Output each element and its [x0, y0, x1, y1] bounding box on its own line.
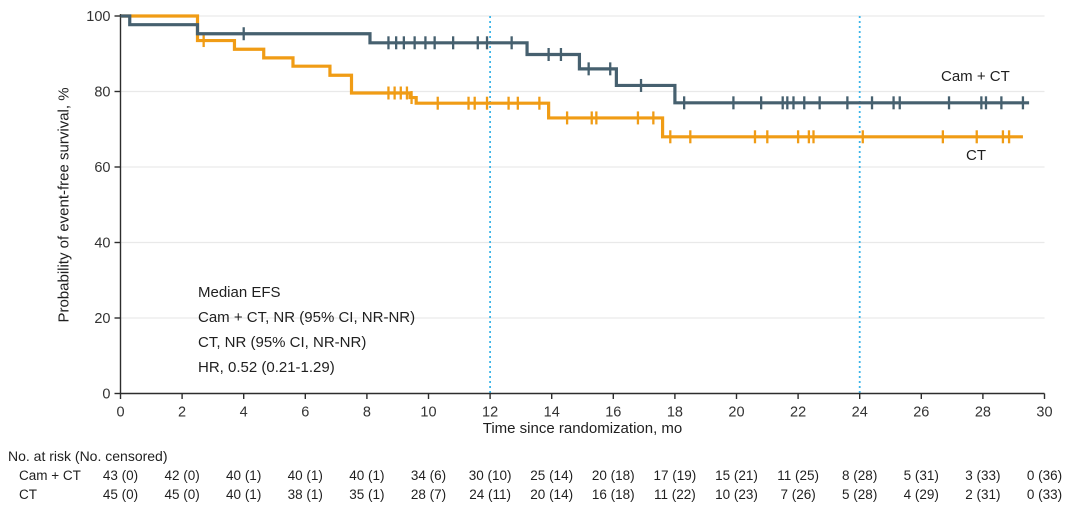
annotation-cam-ct: Cam + CT, NR (95% CI, NR-NR) — [198, 309, 416, 326]
cam-ct-censor-marks — [242, 27, 1025, 110]
x-tick-label: 22 — [790, 405, 806, 421]
series-cam-ct — [120, 14, 1030, 110]
risk-value: 38 (1) — [287, 486, 323, 502]
risk-row-label: CT — [19, 486, 37, 502]
ct-censor-marks — [202, 34, 1011, 144]
x-axis-label: Time since randomization, mo — [482, 420, 683, 437]
risk-value: 35 (1) — [349, 486, 385, 502]
risk-value: 17 (19) — [653, 468, 697, 483]
y-axis-label: Probability of event-free survival, % — [55, 87, 73, 323]
annotation-ct: CT, NR (95% CI, NR-NR) — [198, 334, 367, 351]
x-tick-label: 18 — [667, 405, 683, 421]
y-tick-label: 0 — [102, 387, 110, 403]
cam-ct-curve — [120, 14, 1030, 105]
risk-value: 43 (0) — [102, 468, 139, 483]
y-tick-label: 100 — [86, 9, 110, 25]
x-tick-label: 28 — [975, 405, 991, 421]
risk-value: 4 (29) — [903, 486, 939, 502]
risk-value: 28 (7) — [410, 486, 447, 502]
x-axis-ticks: 0 2 4 6 8 10 12 14 16 18 20 22 24 26 28 30 — [116, 393, 1053, 421]
x-tick-label: 2 — [178, 405, 186, 421]
risk-value: 2 (31) — [965, 486, 1001, 502]
y-tick-label: 20 — [94, 311, 110, 327]
x-tick-label: 0 — [116, 405, 124, 421]
risk-value: 3 (33) — [965, 468, 1001, 483]
risk-value: 40 (1) — [349, 468, 385, 483]
x-tick-label: 12 — [482, 405, 498, 421]
risk-value: 40 (1) — [287, 468, 323, 483]
x-tick-label: 4 — [240, 405, 248, 421]
risk-value: 11 (25) — [777, 468, 819, 483]
risk-value: 0 (36) — [1026, 468, 1063, 483]
risk-value: 0 (33) — [1026, 486, 1063, 502]
annotation-median-efs: Median EFS — [198, 284, 281, 301]
x-tick-label: 30 — [1036, 405, 1052, 421]
y-tick-label: 40 — [94, 236, 110, 252]
risk-value: 10 (23) — [715, 486, 758, 502]
risk-row-label: Cam + CT — [19, 468, 81, 483]
x-tick-label: 24 — [852, 405, 868, 421]
y-tick-label: 80 — [94, 85, 110, 101]
x-tick-label: 6 — [301, 405, 309, 421]
risk-value: 34 (6) — [410, 468, 447, 483]
legend-ct: CT — [966, 147, 986, 164]
risk-value: 11 (22) — [654, 486, 696, 502]
axes — [119, 14, 1045, 395]
risk-value: 20 (18) — [591, 468, 635, 483]
y-axis-ticks: 0 20 40 60 80 100 — [86, 9, 121, 403]
x-tick-label: 16 — [605, 405, 621, 421]
risk-value: 45 (0) — [102, 486, 139, 502]
x-tick-label: 8 — [363, 405, 371, 421]
risk-value: 24 (11) — [469, 486, 511, 502]
risk-value: 30 (10) — [468, 468, 512, 483]
series-ct — [120, 14, 1023, 144]
legend-cam-ct: Cam + CT — [941, 68, 1010, 85]
risk-value: 16 (18) — [591, 486, 635, 502]
annotation-hazard-ratio: HR, 0.52 (0.21-1.29) — [198, 359, 335, 376]
risk-value: 25 (14) — [530, 468, 574, 483]
x-tick-label: 20 — [728, 405, 744, 421]
risk-table-header: No. at risk (No. censored) — [8, 448, 168, 464]
risk-value: 45 (0) — [164, 486, 200, 502]
risk-value: 8 (28) — [842, 468, 878, 483]
risk-value: 7 (26) — [780, 486, 816, 502]
risk-value: 42 (0) — [164, 468, 200, 483]
risk-value: 5 (28) — [842, 486, 878, 502]
gridlines — [120, 15, 1045, 319]
risk-value: 15 (21) — [715, 468, 758, 483]
x-tick-label: 26 — [913, 405, 929, 421]
median-efs-annotation: Median EFS Cam + CT, NR (95% CI, NR-NR) … — [198, 280, 415, 380]
ct-curve — [120, 14, 1023, 139]
x-tick-label: 14 — [544, 405, 560, 421]
risk-value: 20 (14) — [530, 486, 574, 502]
risk-value: 40 (1) — [226, 486, 262, 502]
y-tick-label: 60 — [94, 160, 110, 176]
risk-value: 40 (1) — [226, 468, 262, 483]
x-tick-label: 10 — [420, 405, 436, 421]
risk-value: 5 (31) — [903, 468, 939, 483]
